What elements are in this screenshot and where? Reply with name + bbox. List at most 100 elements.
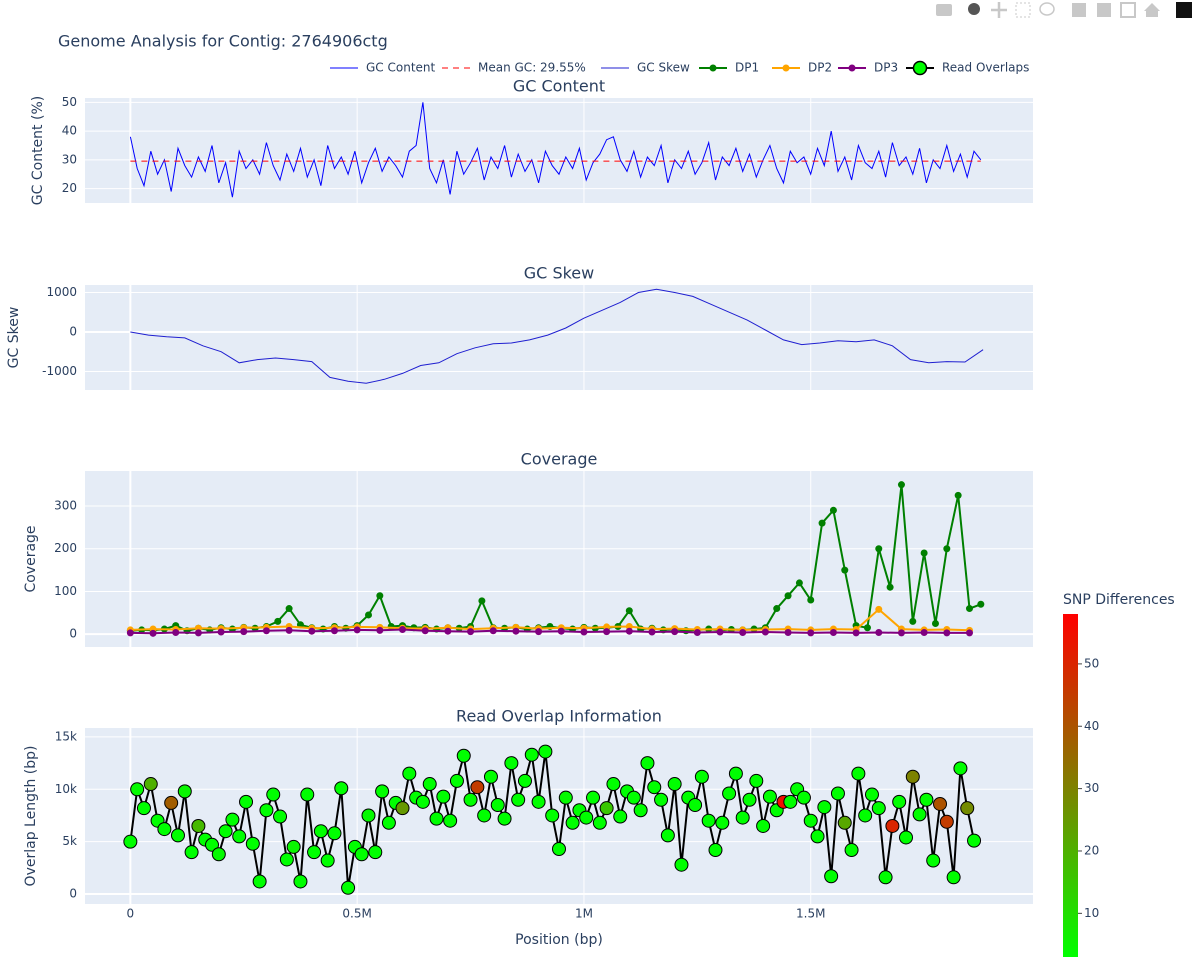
marker xyxy=(341,880,356,895)
marker xyxy=(293,874,308,889)
marker xyxy=(545,808,560,823)
y-axis-title: Coverage xyxy=(23,525,39,592)
marker xyxy=(824,869,839,884)
marker xyxy=(361,808,376,823)
marker xyxy=(497,811,512,826)
marker xyxy=(353,626,361,634)
marker xyxy=(943,629,951,637)
marker xyxy=(149,629,157,637)
marker xyxy=(693,628,701,636)
marker xyxy=(449,773,464,788)
marker xyxy=(739,628,747,636)
marker xyxy=(422,777,437,792)
marker xyxy=(143,777,158,792)
marker xyxy=(926,853,941,868)
marker xyxy=(931,620,939,628)
marker xyxy=(334,781,349,796)
marker xyxy=(807,596,815,604)
marker xyxy=(285,605,293,613)
colorbar-tick-label: 10 xyxy=(1084,906,1099,920)
series-line xyxy=(129,102,982,198)
marker xyxy=(483,769,498,784)
marker xyxy=(599,801,614,816)
reset-button[interactable] xyxy=(1144,3,1160,17)
y-axis-title: GC Content (%) xyxy=(30,96,46,205)
marker xyxy=(504,756,519,771)
autoscale-button[interactable] xyxy=(1120,2,1136,18)
marker xyxy=(376,592,384,600)
y-tick-label: 0 xyxy=(69,627,77,641)
lasso-button[interactable] xyxy=(1039,2,1055,16)
marker xyxy=(470,780,485,795)
marker xyxy=(307,845,322,860)
marker xyxy=(279,852,294,867)
marker xyxy=(749,773,764,788)
legend-marker xyxy=(782,64,790,72)
legend-label: Mean GC: 29.55% xyxy=(478,61,586,75)
marker xyxy=(807,629,815,637)
marker xyxy=(252,874,267,889)
marker xyxy=(478,597,486,605)
y-axis-title: GC Skew xyxy=(6,307,22,369)
marker xyxy=(239,794,254,809)
marker xyxy=(667,777,682,792)
plot-background xyxy=(85,285,1033,390)
figure-title: Genome Analysis for Contig: 2764906ctg xyxy=(58,32,388,51)
subplot-title: Coverage xyxy=(521,450,598,469)
series-line xyxy=(130,288,984,384)
marker xyxy=(123,834,138,849)
y-tick-label: 30 xyxy=(62,152,77,166)
y-tick-label: 15k xyxy=(55,729,77,743)
marker xyxy=(463,792,478,807)
marker xyxy=(211,847,226,862)
colorbar-title: SNP Differences xyxy=(1063,592,1175,608)
legend-marker xyxy=(709,64,717,72)
zoom-in-button[interactable] xyxy=(1072,3,1086,17)
marker xyxy=(837,815,852,830)
marker xyxy=(898,830,913,845)
marker xyxy=(852,629,860,637)
zoom-out-button[interactable] xyxy=(1097,3,1111,17)
marker xyxy=(603,628,611,636)
marker xyxy=(286,839,301,854)
marker xyxy=(728,766,743,781)
zoom-button[interactable] xyxy=(968,3,980,15)
marker xyxy=(273,809,288,824)
series-layer xyxy=(129,102,982,198)
subplot-title: GC Content xyxy=(513,77,605,96)
marker xyxy=(327,826,342,841)
marker xyxy=(829,506,837,514)
marker xyxy=(784,592,792,600)
marker xyxy=(512,627,520,635)
x-tick-label: 0 xyxy=(127,907,135,921)
legend-label: DP2 xyxy=(808,61,832,75)
marker xyxy=(320,853,335,868)
marker xyxy=(535,628,543,636)
plotly-logo[interactable] xyxy=(1176,2,1192,18)
marker xyxy=(795,579,803,587)
marker xyxy=(756,818,771,833)
marker xyxy=(266,787,281,802)
marker xyxy=(875,545,883,553)
marker xyxy=(376,626,384,634)
marker xyxy=(626,790,641,805)
marker xyxy=(784,628,792,636)
marker xyxy=(259,803,274,818)
marker xyxy=(580,628,588,636)
marker xyxy=(688,798,703,812)
marker xyxy=(157,822,172,837)
marker xyxy=(875,605,883,613)
marker xyxy=(524,747,539,762)
marker xyxy=(489,627,497,635)
y-tick-label: 20 xyxy=(62,181,77,195)
marker xyxy=(194,629,202,637)
pan-button[interactable] xyxy=(991,2,1007,18)
x-tick-label: 1.5M xyxy=(796,907,825,921)
marker xyxy=(742,792,757,807)
x-axis-title: Position (bp) xyxy=(515,932,603,948)
modebar xyxy=(936,2,1192,18)
camera-button[interactable] xyxy=(936,4,952,16)
box-select-button[interactable] xyxy=(1015,2,1031,18)
marker xyxy=(654,792,669,807)
marker xyxy=(946,870,961,885)
